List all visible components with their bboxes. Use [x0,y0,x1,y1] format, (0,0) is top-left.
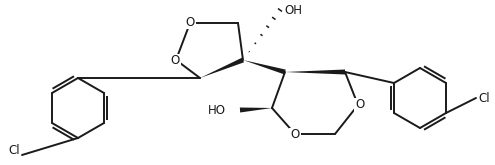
Polygon shape [285,69,345,75]
Text: O: O [185,16,195,29]
Text: HO: HO [208,104,226,117]
Text: O: O [291,129,299,142]
Text: O: O [170,54,180,67]
Text: Cl: Cl [478,92,490,104]
Polygon shape [240,108,272,113]
Polygon shape [243,60,286,74]
Text: O: O [355,99,365,112]
Polygon shape [200,58,244,78]
Text: Cl: Cl [8,144,20,157]
Text: OH: OH [284,3,302,16]
